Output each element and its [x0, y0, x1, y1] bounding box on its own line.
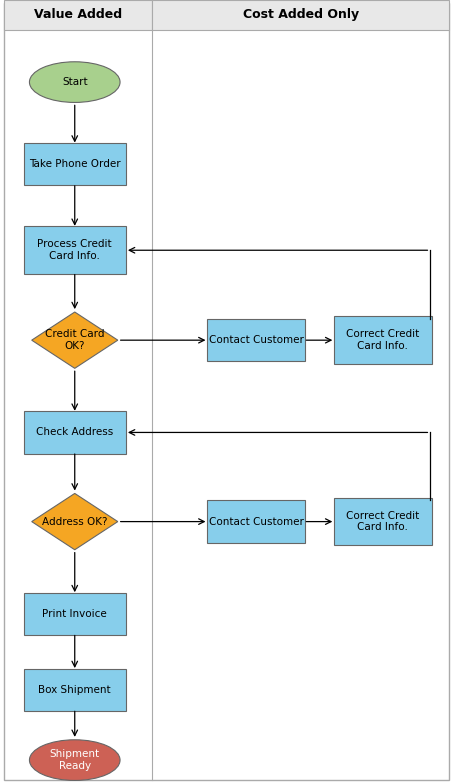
Text: Take Phone Order: Take Phone Order	[29, 160, 120, 169]
Text: Shipment
Ready: Shipment Ready	[50, 749, 100, 771]
FancyBboxPatch shape	[152, 0, 449, 30]
Text: Cost Added Only: Cost Added Only	[242, 9, 359, 21]
Ellipse shape	[29, 62, 120, 102]
Text: Address OK?: Address OK?	[42, 517, 107, 526]
Text: Start: Start	[62, 77, 87, 87]
FancyBboxPatch shape	[24, 669, 126, 711]
FancyBboxPatch shape	[24, 411, 126, 454]
Text: Contact Customer: Contact Customer	[208, 517, 304, 526]
Text: Credit Card
OK?: Credit Card OK?	[45, 329, 105, 351]
Text: Correct Credit
Card Info.: Correct Credit Card Info.	[346, 511, 419, 533]
FancyBboxPatch shape	[4, 0, 152, 30]
FancyBboxPatch shape	[207, 500, 305, 543]
FancyBboxPatch shape	[4, 3, 449, 780]
Text: Value Added: Value Added	[34, 9, 122, 21]
Ellipse shape	[29, 740, 120, 780]
Text: Check Address: Check Address	[36, 428, 113, 437]
Text: Contact Customer: Contact Customer	[208, 335, 304, 345]
FancyBboxPatch shape	[334, 317, 432, 364]
Polygon shape	[32, 312, 118, 368]
FancyBboxPatch shape	[24, 593, 126, 635]
Text: Process Credit
Card Info.: Process Credit Card Info.	[38, 239, 112, 261]
Text: Print Invoice: Print Invoice	[43, 609, 107, 619]
FancyBboxPatch shape	[24, 143, 126, 185]
FancyBboxPatch shape	[334, 497, 432, 546]
Text: Correct Credit
Card Info.: Correct Credit Card Info.	[346, 329, 419, 351]
Polygon shape	[32, 493, 118, 550]
Text: Box Shipment: Box Shipment	[39, 685, 111, 694]
FancyBboxPatch shape	[207, 319, 305, 361]
FancyBboxPatch shape	[24, 226, 126, 274]
